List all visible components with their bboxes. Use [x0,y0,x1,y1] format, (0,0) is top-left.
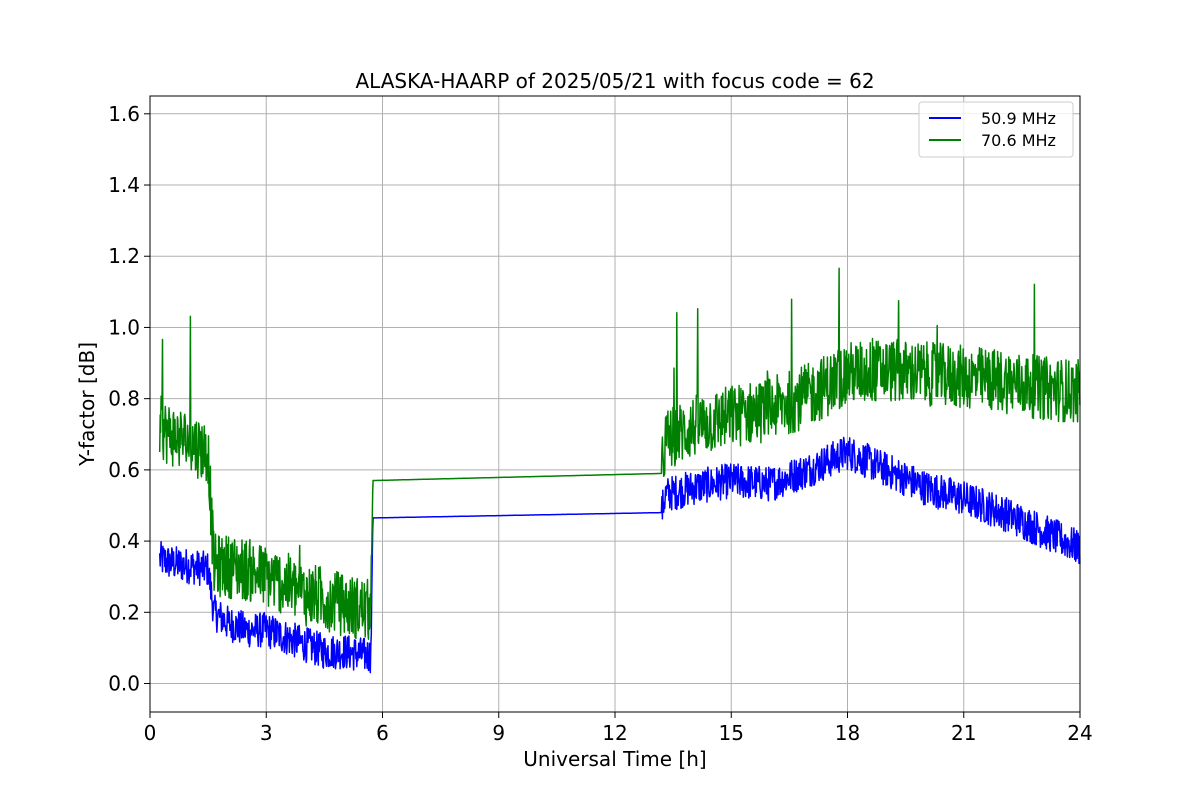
plot-series [158,267,1081,674]
x-tick-label: 15 [719,721,744,745]
axis-ticks: 0 3 6 9 12 15 18 21 24 0.0 0.2 0.4 0.6 0.8 1.0 1.2 1.4 1.… [108,102,1093,745]
x-tick-label: 24 [1067,721,1092,745]
chart-title: ALASKA-HAARP of 2025/05/21 with focus co… [355,69,874,93]
x-tick-label: 12 [602,721,627,745]
y-tick-label: 0.4 [108,529,140,553]
legend: 50.9 MHz 70.6 MHz [918,101,1074,158]
y-tick-label: 1.4 [108,173,140,197]
y-tick-label: 1.6 [108,102,140,126]
legend-label-50-9-mhz: 50.9 MHz [981,109,1056,128]
y-tick-label: 0.2 [108,600,140,624]
series-line-70-6-mhz [158,267,1081,640]
y-tick-label: 0.6 [108,458,140,482]
x-tick-label: 6 [376,721,389,745]
x-tick-label: 18 [835,721,860,745]
y-tick-label: 1.2 [108,244,140,268]
y-tick-label: 1.0 [108,315,140,339]
legend-label-70-6-mhz: 70.6 MHz [981,131,1056,150]
legend-box [918,101,1074,158]
x-tick-label: 3 [260,721,273,745]
x-tick-label: 21 [951,721,976,745]
y-tick-label: 0.0 [108,672,140,696]
y-axis-label: Y-factor [dB] [75,342,99,467]
y-tick-label: 0.8 [108,387,140,411]
series-line-50-9-mhz [158,436,1081,674]
x-axis-label: Universal Time [h] [523,747,706,771]
x-tick-label: 9 [492,721,505,745]
x-tick-label: 0 [144,721,157,745]
